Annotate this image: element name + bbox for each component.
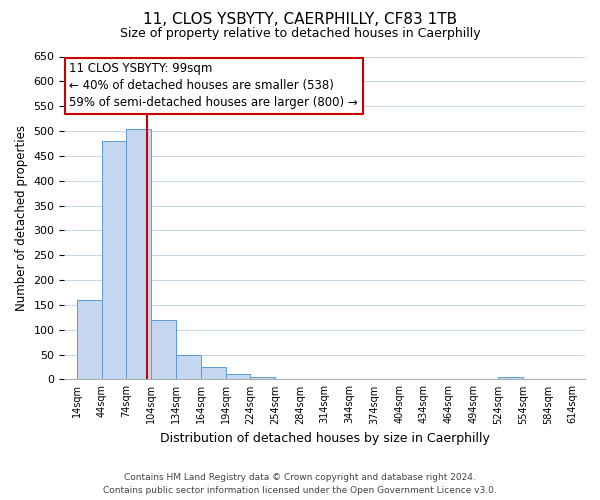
Bar	[101, 141, 127, 380]
Y-axis label: Number of detached properties: Number of detached properties	[15, 125, 28, 311]
Text: 11 CLOS YSBYTY: 99sqm
← 40% of detached houses are smaller (538)
59% of semi-det: 11 CLOS YSBYTY: 99sqm ← 40% of detached …	[70, 62, 358, 110]
Bar	[226, 374, 250, 380]
Bar	[127, 128, 151, 380]
Text: 11, CLOS YSBYTY, CAERPHILLY, CF83 1TB: 11, CLOS YSBYTY, CAERPHILLY, CF83 1TB	[143, 12, 457, 28]
Bar	[250, 377, 275, 380]
Text: Size of property relative to detached houses in Caerphilly: Size of property relative to detached ho…	[119, 28, 481, 40]
Bar	[151, 320, 176, 380]
Text: Contains HM Land Registry data © Crown copyright and database right 2024.
Contai: Contains HM Land Registry data © Crown c…	[103, 474, 497, 495]
Bar	[77, 300, 101, 380]
Bar	[498, 377, 523, 380]
Bar	[176, 354, 201, 380]
X-axis label: Distribution of detached houses by size in Caerphilly: Distribution of detached houses by size …	[160, 432, 490, 445]
Bar	[201, 367, 226, 380]
